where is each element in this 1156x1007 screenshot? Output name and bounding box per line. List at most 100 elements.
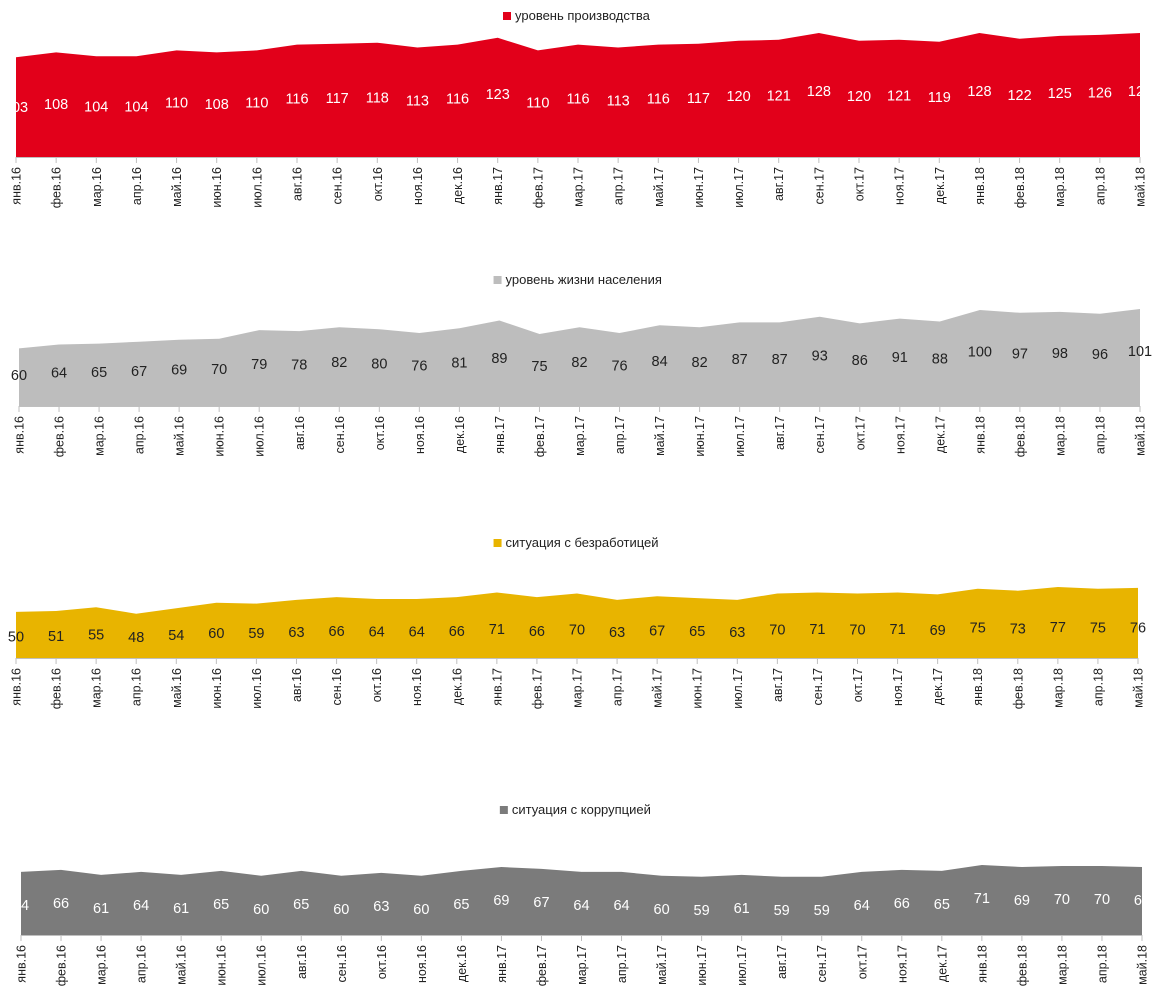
x-tick-label: сен.16 <box>333 416 347 454</box>
data-label: 120 <box>847 89 871 105</box>
data-label: 89 <box>491 351 507 367</box>
x-tick-label: сен.16 <box>331 167 345 205</box>
data-label: 64 <box>409 625 425 641</box>
data-label: 100 <box>968 345 992 361</box>
x-tick-label: мар.18 <box>1053 416 1067 456</box>
x-tick-label: окт.16 <box>373 416 387 450</box>
data-label: 60 <box>654 902 670 918</box>
x-tick-label: авг.16 <box>293 416 307 450</box>
data-label: 71 <box>809 622 825 638</box>
data-label: 61 <box>173 901 189 917</box>
x-tick-label: июл.16 <box>255 945 269 986</box>
data-label: 118 <box>366 90 389 106</box>
data-label: 66 <box>53 896 69 912</box>
data-label: 63 <box>609 625 625 641</box>
data-label: 65 <box>91 365 107 381</box>
x-tick-label: апр.18 <box>1091 668 1105 706</box>
x-tick-label: май.16 <box>175 945 189 985</box>
data-label: 125 <box>1048 86 1072 102</box>
x-tick-label: июн.17 <box>691 668 705 709</box>
x-tick-label: фев.16 <box>50 167 64 208</box>
data-label: 64 <box>13 898 29 914</box>
x-tick-label: дек.16 <box>455 945 469 982</box>
x-tick-label: дек.17 <box>933 167 947 204</box>
x-tick-label: янв.16 <box>13 416 27 454</box>
data-label: 69 <box>1134 893 1150 909</box>
x-tick-label: дек.16 <box>453 416 467 453</box>
x-tick-label: сен.17 <box>811 668 825 706</box>
x-tick-label: дек.17 <box>935 945 949 982</box>
area-series <box>19 309 1140 406</box>
data-label: 65 <box>934 897 950 913</box>
legend-label: уровень производства <box>515 8 651 23</box>
x-tick-label: окт.17 <box>851 668 865 702</box>
x-tick-label: май.16 <box>170 668 184 708</box>
x-tick-label: апр.17 <box>611 668 625 706</box>
x-tick-label: авг.17 <box>773 416 787 450</box>
chart-panel-3: ситуация с безработицей янв.16 фев.16 мар.1… <box>8 535 1146 709</box>
data-label: 67 <box>649 623 665 639</box>
x-tick-label: ноя.17 <box>893 416 907 454</box>
data-label: 69 <box>493 893 509 909</box>
data-label: 70 <box>1054 892 1070 908</box>
x-tick-label: мар.18 <box>1053 167 1067 207</box>
data-label: 71 <box>890 622 906 638</box>
x-tick-label: авг.16 <box>295 945 309 979</box>
data-label: 63 <box>288 625 304 641</box>
x-tick-label: дек.17 <box>931 668 945 705</box>
x-tick-label: авг.17 <box>771 668 785 702</box>
legend-swatch <box>493 539 502 547</box>
data-label: 71 <box>489 622 505 638</box>
data-label: 121 <box>887 89 911 105</box>
data-label: 54 <box>168 628 184 644</box>
x-tick-label: фев.17 <box>531 167 545 208</box>
data-label: 75 <box>531 359 547 375</box>
data-label: 128 <box>807 84 831 100</box>
x-tick-label: апр.16 <box>133 416 147 454</box>
legend: уровень жизни населения <box>493 272 662 287</box>
x-tick-label: май.17 <box>655 945 669 985</box>
data-label: 91 <box>892 350 908 366</box>
data-label: 66 <box>449 624 465 640</box>
data-label: 65 <box>213 897 229 913</box>
x-tick-label: авг.16 <box>290 668 304 702</box>
x-tick-label: сен.16 <box>330 668 344 706</box>
x-tick-label: дек.17 <box>933 416 947 453</box>
x-tick-label: янв.18 <box>971 668 985 706</box>
area-series <box>16 33 1140 157</box>
x-tick-label: сен.17 <box>815 945 829 983</box>
x-tick-label: мар.18 <box>1055 945 1069 985</box>
data-label: 103 <box>4 100 28 116</box>
x-tick-label: июн.16 <box>215 945 229 986</box>
data-label: 96 <box>1092 347 1108 363</box>
x-tick-label: авг.17 <box>775 945 789 979</box>
x-tick-label: ноя.16 <box>410 668 424 706</box>
data-label: 59 <box>694 903 710 919</box>
x-tick-label: июл.16 <box>250 167 264 208</box>
legend-swatch <box>493 276 502 284</box>
x-tick-label: янв.17 <box>490 668 504 706</box>
x-tick-label: окт.17 <box>855 945 869 979</box>
x-tick-label: сен.16 <box>335 945 349 983</box>
legend-label: ситуация с коррупцией <box>512 802 651 817</box>
data-label: 63 <box>373 899 389 915</box>
data-label: 65 <box>293 897 309 913</box>
x-tick-label: дек.16 <box>450 668 464 705</box>
x-tick-label: июл.16 <box>250 668 264 709</box>
x-tick-label: апр.16 <box>130 167 144 205</box>
x-tick-label: янв.16 <box>10 167 24 205</box>
data-label: 64 <box>51 366 67 382</box>
data-label: 59 <box>248 626 264 642</box>
data-label: 61 <box>93 901 109 917</box>
data-label: 64 <box>133 898 149 914</box>
x-tick-label: апр.16 <box>130 668 144 706</box>
data-label: 110 <box>165 96 188 112</box>
data-label: 97 <box>1012 346 1028 362</box>
data-label: 116 <box>566 92 589 108</box>
data-label: 88 <box>932 352 948 368</box>
data-label: 98 <box>1052 346 1068 362</box>
data-label: 64 <box>573 898 589 914</box>
x-tick-label: фев.18 <box>1011 668 1025 709</box>
